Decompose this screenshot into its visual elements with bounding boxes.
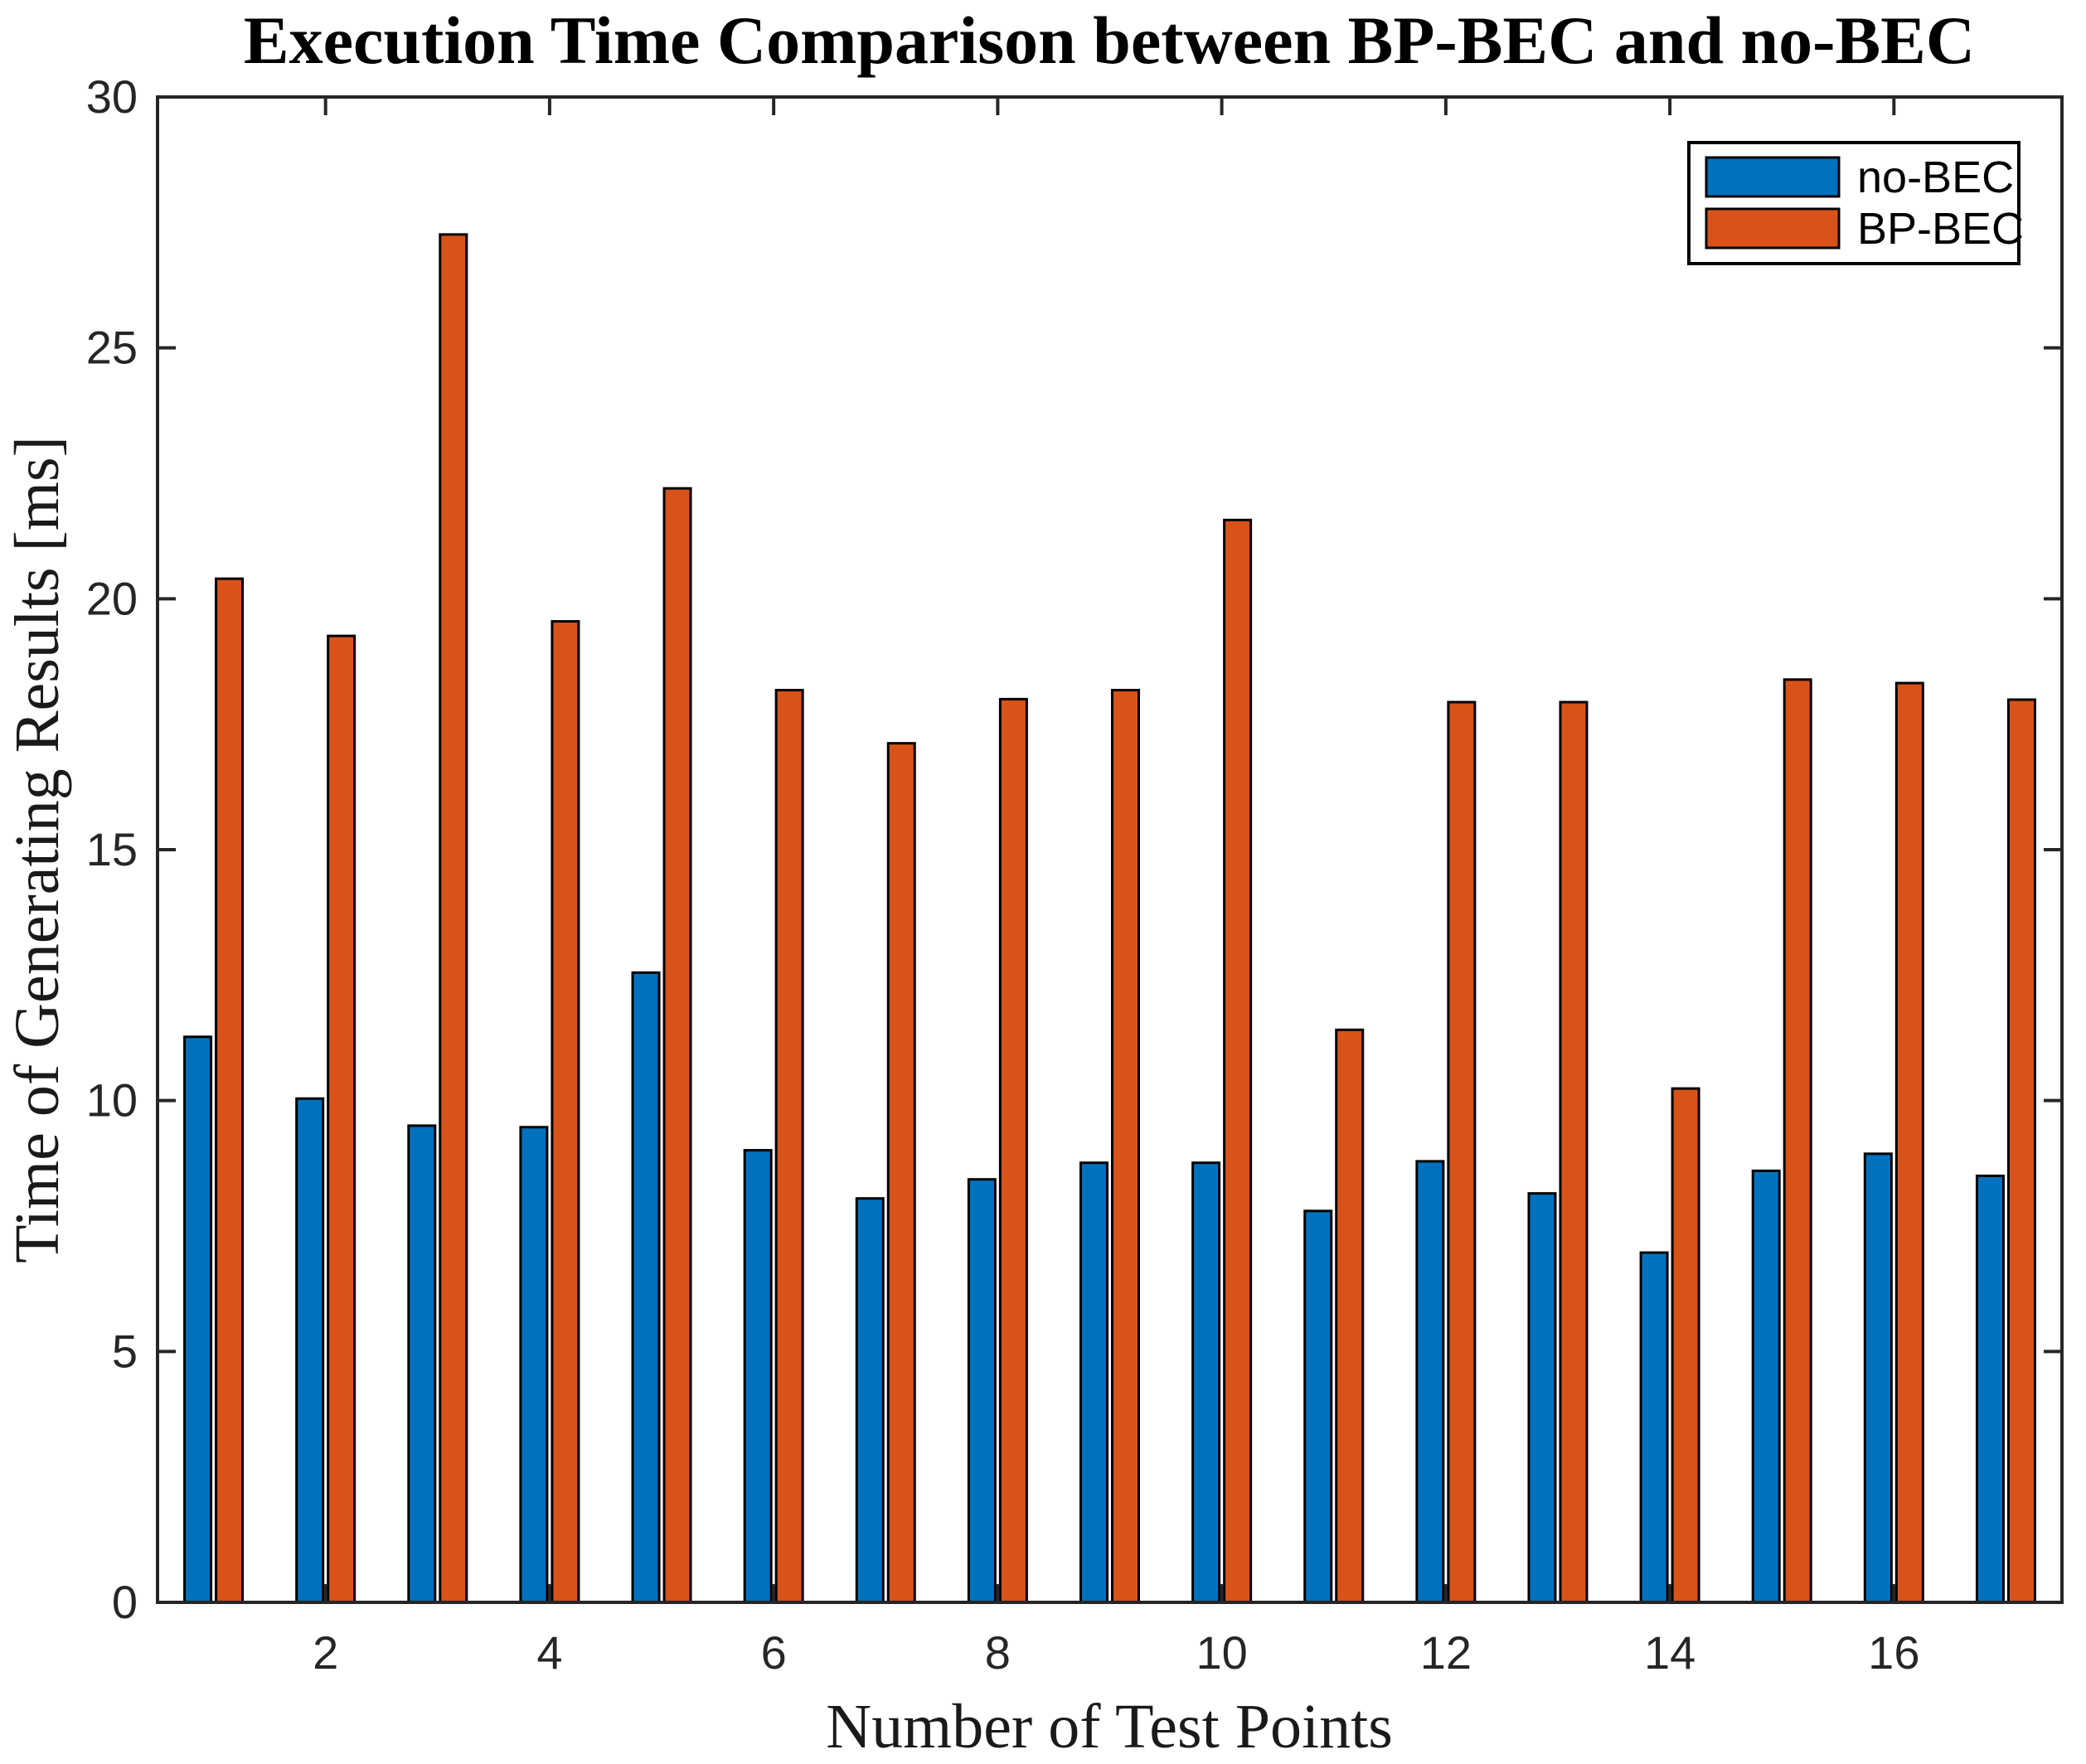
bar-BP-BEC-15 (1783, 678, 1812, 1604)
y-tick-label-20: 20 (86, 572, 138, 624)
bar-no-BEC-1 (183, 1035, 213, 1604)
bar-BP-BEC-14 (1671, 1087, 1700, 1604)
bar-no-BEC-15 (1751, 1169, 1781, 1604)
bar-no-BEC-13 (1527, 1192, 1557, 1604)
bar-BP-BEC-2 (327, 634, 357, 1604)
y-tick-label-5: 5 (112, 1325, 138, 1377)
bar-no-BEC-14 (1639, 1251, 1669, 1604)
bar-no-BEC-2 (295, 1097, 325, 1604)
y-tick-label-30: 30 (86, 70, 138, 123)
legend-swatch-bp-bec (1705, 207, 1841, 250)
bar-BP-BEC-3 (439, 233, 468, 1604)
bar-BP-BEC-11 (1335, 1028, 1365, 1604)
bar-no-BEC-17 (1975, 1174, 2005, 1604)
bar-BP-BEC-13 (1559, 700, 1589, 1604)
bar-BP-BEC-6 (774, 689, 804, 1604)
bar-BP-BEC-5 (662, 487, 692, 1604)
x-tick-label-12: 12 (1420, 1626, 1472, 1679)
bar-no-BEC-3 (407, 1124, 437, 1604)
bar-BP-BEC-17 (2006, 698, 2036, 1604)
y-tick-label-15: 15 (86, 823, 138, 875)
ticks-layer (158, 97, 2062, 1602)
x-tick-label-6: 6 (761, 1626, 787, 1679)
bar-no-BEC-16 (1863, 1152, 1893, 1604)
bar-BP-BEC-4 (551, 620, 580, 1604)
bar-no-BEC-11 (1303, 1209, 1333, 1604)
bars-layer (183, 233, 2036, 1604)
y-axis-label: Time of Generating Results [ms] (2, 436, 72, 1263)
y-tick-label-0: 0 (112, 1576, 138, 1628)
legend-label-bp-bec: BP-BEC (1857, 204, 2024, 254)
bar-no-BEC-4 (519, 1126, 549, 1604)
bar-no-BEC-6 (743, 1149, 773, 1604)
chart-title: Execution Time Comparison between BP-BEC… (244, 2, 1975, 78)
bar-BP-BEC-16 (1894, 681, 1924, 1604)
bar-no-BEC-5 (631, 971, 661, 1604)
bar-BP-BEC-1 (215, 577, 245, 1604)
bar-BP-BEC-9 (1111, 689, 1140, 1604)
y-tick-label-25: 25 (86, 322, 138, 374)
y-tick-label-10: 10 (86, 1074, 138, 1127)
x-tick-label-16: 16 (1868, 1626, 1919, 1679)
x-tick-label-8: 8 (985, 1626, 1011, 1679)
x-tick-label-4: 4 (536, 1626, 562, 1679)
bar-BP-BEC-7 (886, 742, 916, 1604)
bar-BP-BEC-12 (1447, 700, 1477, 1604)
x-axis-label: Number of Test Points (826, 1692, 1393, 1762)
bar-BP-BEC-8 (998, 697, 1028, 1604)
legend-label-no-bec: no-BEC (1857, 153, 2014, 202)
legend: no-BEC BP-BEC (1687, 141, 2024, 265)
bar-no-BEC-8 (967, 1178, 997, 1604)
legend-swatch-no-bec (1705, 156, 1841, 198)
bar-no-BEC-7 (855, 1197, 885, 1604)
x-tick-label-14: 14 (1644, 1626, 1695, 1679)
x-tick-label-2: 2 (313, 1626, 338, 1679)
x-tick-label-10: 10 (1196, 1626, 1247, 1679)
tick-labels-layer: 0 5 10 15 20 25 30 2 4 6 8 10 12 14 16 (86, 70, 1920, 1679)
bar-no-BEC-9 (1079, 1161, 1108, 1604)
bar-BP-BEC-10 (1223, 518, 1253, 1604)
bar-no-BEC-10 (1191, 1161, 1221, 1604)
bar-no-BEC-12 (1415, 1160, 1445, 1604)
